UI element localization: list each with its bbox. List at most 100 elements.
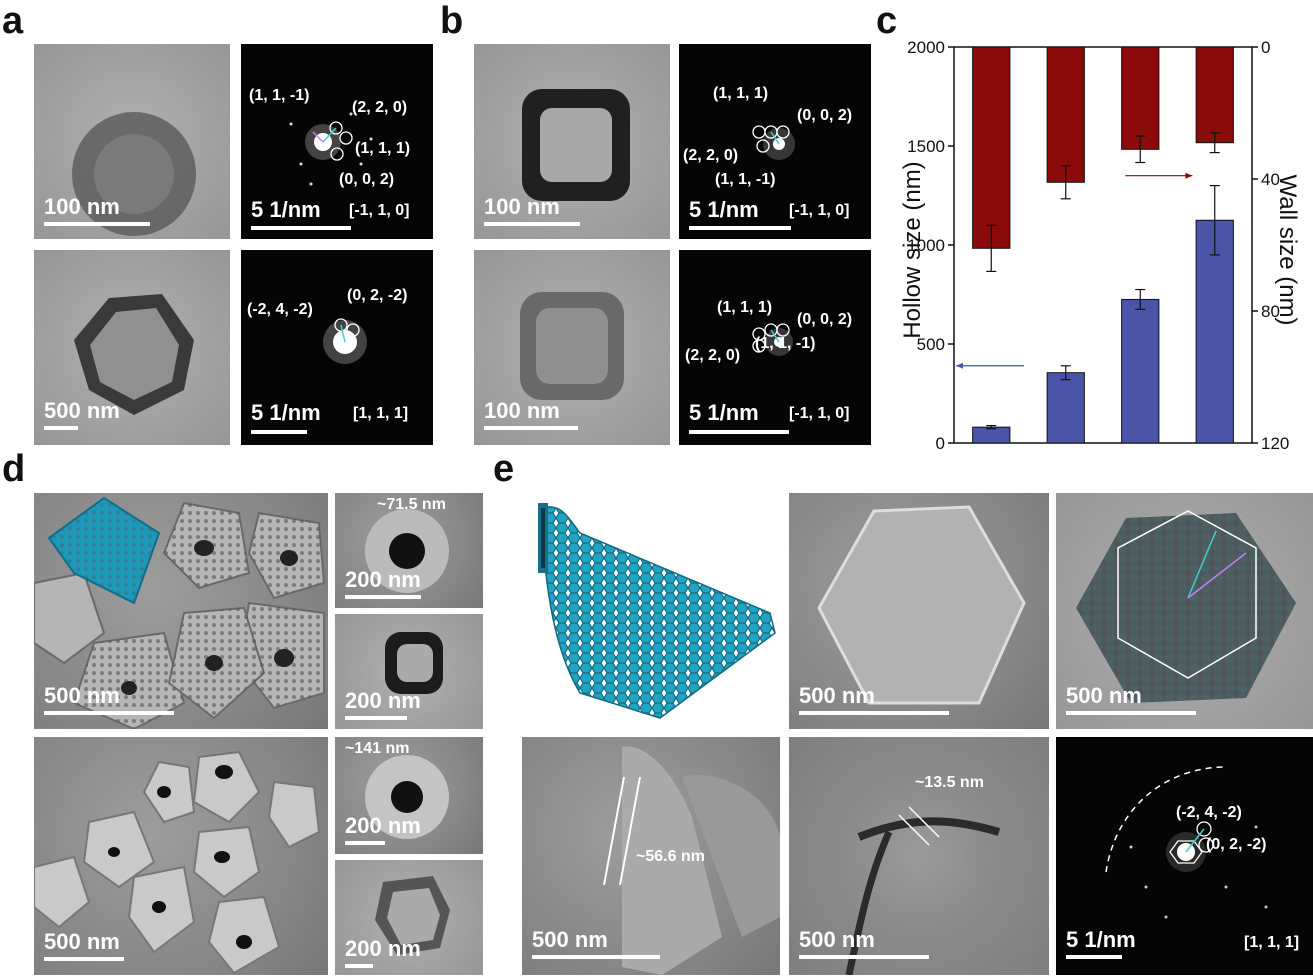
spot-label-3: (2, 2, 0)	[685, 347, 741, 364]
thickness-annotation: ~56.6 nm	[636, 848, 705, 865]
left-tick-label: 1500	[907, 137, 945, 156]
scale-bar	[345, 964, 373, 968]
panel-d-bottom-inset2-image: 200 nm	[335, 860, 483, 975]
panel-d-bottom-sem-image: 500 nm	[34, 737, 328, 975]
hexagonal-sheet-graphic	[817, 505, 1026, 705]
scale-bar	[689, 430, 789, 434]
spot-label-2: (0, 0, 2)	[797, 311, 853, 328]
wall-size-bar	[972, 46, 1011, 249]
sheet-edge-graphic	[603, 746, 780, 975]
spot-label-2: (2, 2, 0)	[352, 99, 408, 116]
hollow-particle-graphic	[375, 876, 450, 955]
panel-a-bottom-fft-image: (-2, 4, -2) (0, 2, -2) 5 1/nm [1, 1, 1]	[241, 250, 433, 445]
scale-label: 200 nm	[345, 936, 421, 961]
zone-axis-label: [-1, 1, 0]	[789, 405, 850, 422]
panel-b-letter: b	[440, 0, 464, 42]
hexagonal-sheet-graphic	[1076, 510, 1296, 703]
y-axis-left-title: Hollow size (nm)	[899, 161, 926, 338]
zone-axis-label: [1, 1, 1]	[353, 405, 409, 422]
zone-axis-label: [-1, 1, 0]	[349, 202, 410, 219]
scale-label: 5 1/nm	[251, 197, 321, 222]
panel-a-letter: a	[2, 0, 24, 42]
scale-label: 5 1/nm	[1066, 927, 1136, 952]
scale-bar	[345, 716, 407, 720]
y-axis-right-title: Wall size (nm)	[1274, 174, 1301, 325]
octahedral-particle-graphic	[74, 294, 194, 415]
scale-label: 200 nm	[345, 813, 421, 838]
porous-octahedra-graphic	[34, 750, 321, 975]
right-tick-label: 80	[1261, 302, 1280, 321]
hollow-size-bar	[1046, 372, 1085, 444]
wall-thickness-annotation: ~71.5 nm	[377, 496, 446, 513]
panel-a-bottom-tem-image: 500 nm	[34, 250, 230, 445]
diffraction-pattern	[752, 125, 795, 160]
scale-bar	[1066, 955, 1122, 959]
scale-bar	[44, 957, 124, 961]
spot-label-1: (1, 1, 1)	[713, 85, 769, 102]
scale-label: 500 nm	[532, 927, 608, 952]
scale-label: 500 nm	[1066, 683, 1142, 708]
zone-axis-label: [-1, 1, 0]	[789, 202, 850, 219]
wall-size-bar	[1121, 46, 1160, 150]
scale-label: 100 nm	[484, 398, 560, 423]
panel-e-sem-hexagon-image: 500 nm	[789, 493, 1049, 729]
diffraction-pattern	[289, 112, 373, 186]
scale-bar	[44, 426, 78, 430]
panel-d-top-inset1-image: ~71.5 nm 200 nm	[335, 493, 483, 608]
hollow-size-bar	[1121, 298, 1160, 444]
panel-d-bottom-inset1-image: ~141 nm 200 nm	[335, 737, 483, 854]
wall-thickness-annotation: ~141 nm	[345, 740, 410, 757]
hollow-cube-graphic	[520, 292, 624, 400]
nanosheet-model-graphic	[538, 503, 776, 719]
scale-bar	[1066, 711, 1196, 715]
panel-e-fft-image: (-2, 4, -2) (0, 2, -2) 5 1/nm [1, 1, 1]	[1056, 737, 1313, 975]
scale-label: 5 1/nm	[251, 400, 321, 425]
spot-label-4: (1, 1, -1)	[755, 335, 816, 352]
panel-b-top-tem-image: 100 nm	[474, 44, 670, 239]
zone-axis-label: [1, 1, 1]	[1244, 934, 1300, 951]
scale-label: 100 nm	[44, 194, 120, 219]
porous-octahedra-graphic	[34, 496, 326, 729]
cross-section-graphic	[365, 755, 449, 839]
spot-label-1: (-2, 4, -2)	[247, 301, 313, 318]
panel-d-letter: d	[2, 448, 26, 490]
scale-label: 500 nm	[799, 927, 875, 952]
hollow-cube-graphic	[522, 89, 630, 201]
panel-a-top-fft-image: (1, 1, -1) (2, 2, 0) (1, 1, 1) (0, 0, 2)…	[241, 44, 433, 239]
hollow-wall-size-chart: 0 500 1000 1500 2000 0 40 80 120 Hollow size (nm…	[899, 38, 1301, 453]
panel-e-tem-edge-image: ~13.5 nm 500 nm	[789, 737, 1049, 975]
scale-bar	[799, 711, 949, 715]
scale-bar	[532, 955, 660, 959]
spot-label-3: (1, 1, 1)	[355, 140, 411, 157]
scale-bar	[799, 955, 929, 959]
wall-size-bar	[1195, 46, 1234, 144]
spot-label-4: (1, 1, -1)	[715, 171, 776, 188]
diffraction-pattern	[752, 323, 793, 356]
diffraction-pattern	[323, 318, 367, 364]
spot-label-2: (0, 0, 2)	[797, 107, 853, 124]
spot-label-1: (-2, 4, -2)	[1176, 804, 1242, 821]
spot-label-3: (2, 2, 0)	[683, 147, 739, 164]
scale-bar	[689, 226, 791, 230]
right-axis-arrowhead	[1185, 172, 1193, 179]
scale-bar	[44, 711, 174, 715]
left-tick-label: 500	[917, 335, 945, 354]
scale-bar	[345, 595, 421, 599]
spot-label-2: (0, 2, -2)	[347, 287, 408, 304]
panel-d-top-inset2-image: 200 nm	[335, 614, 483, 729]
thickness-annotation: ~13.5 nm	[915, 774, 984, 791]
scale-label: 200 nm	[345, 688, 421, 713]
wall-size-bar	[1046, 46, 1085, 183]
scale-bar	[484, 426, 578, 430]
scale-bar	[251, 226, 351, 230]
panel-b-top-fft-image: (1, 1, 1) (0, 0, 2) (2, 2, 0) (1, 1, -1)…	[679, 44, 871, 239]
spot-label-1: (1, 1, 1)	[717, 299, 773, 316]
scale-label: 5 1/nm	[689, 197, 759, 222]
spot-label-1: (1, 1, -1)	[249, 87, 310, 104]
hollow-particle-graphic	[72, 112, 196, 236]
panel-b-bottom-fft-image: (1, 1, 1) (0, 0, 2) (2, 2, 0) (1, 1, -1)…	[679, 250, 871, 445]
scale-bar	[484, 222, 580, 226]
panel-d-top-sem-image: 500 nm	[34, 493, 328, 729]
panel-e-letter: e	[493, 448, 515, 490]
panel-a-top-tem-image: 100 nm	[34, 44, 230, 239]
